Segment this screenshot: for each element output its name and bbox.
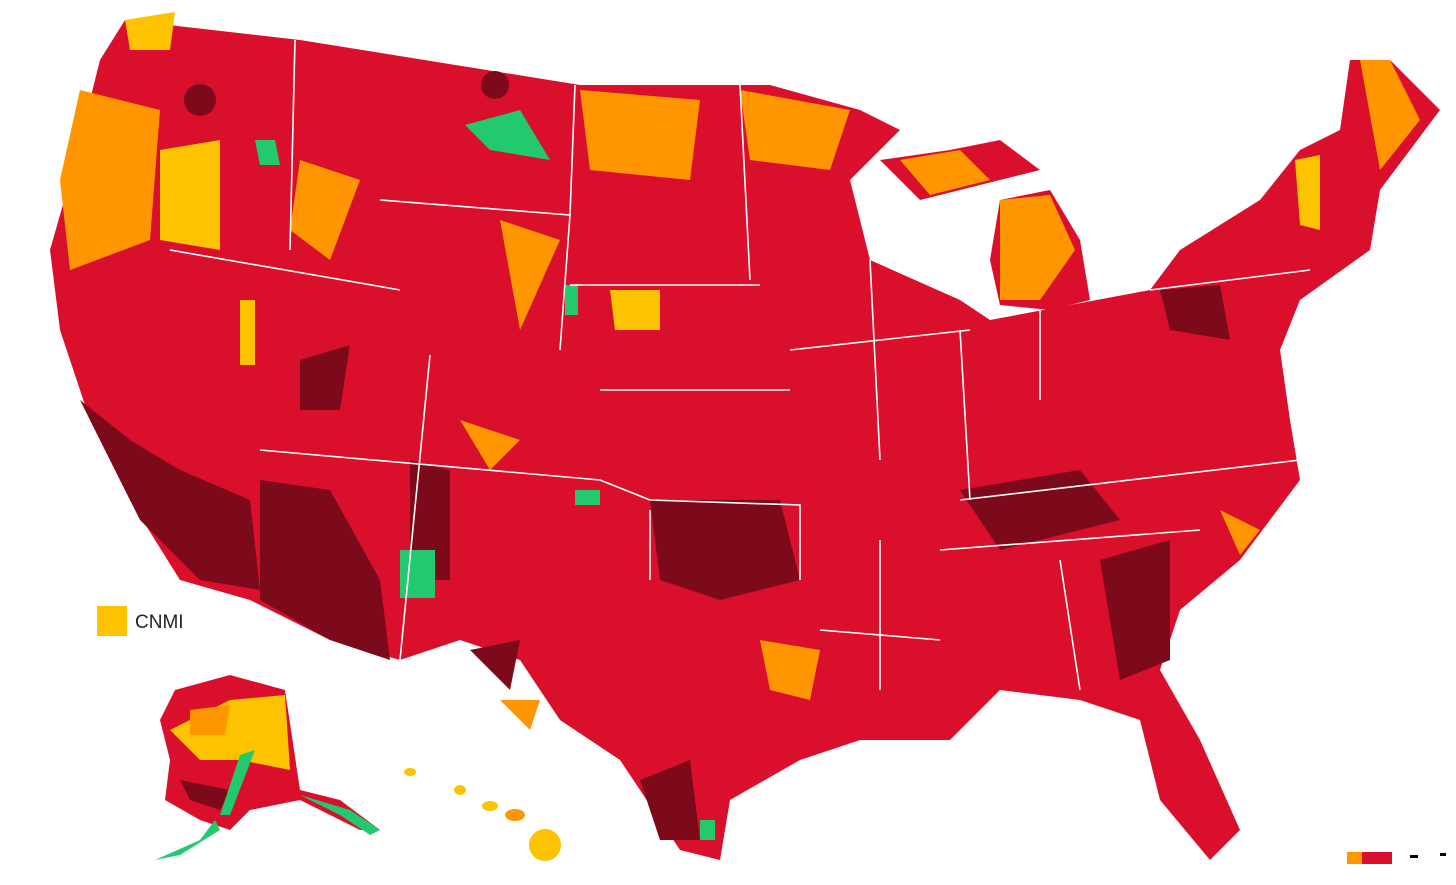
- region: [80, 400, 260, 590]
- state-borders: [169, 39, 1311, 691]
- island: [404, 768, 416, 776]
- region: [184, 84, 216, 116]
- region: [255, 140, 280, 165]
- island: [1410, 855, 1418, 858]
- region: [1360, 60, 1420, 170]
- region: [481, 71, 509, 99]
- puerto-rico: [1347, 852, 1446, 864]
- region: [760, 640, 820, 700]
- region: [1295, 155, 1320, 230]
- green-regions: [255, 110, 715, 840]
- contiguous-us: [50, 12, 1440, 860]
- region: [300, 345, 350, 410]
- island: [454, 785, 466, 795]
- region: [460, 420, 520, 470]
- yellow-regions: [125, 12, 1320, 365]
- legend-label: CNMI: [135, 612, 184, 633]
- region: [260, 480, 390, 660]
- island: [482, 801, 498, 811]
- land: [50, 20, 1440, 860]
- region: [580, 90, 700, 180]
- island: [1440, 853, 1446, 856]
- region: [125, 12, 175, 50]
- border: [169, 39, 1311, 691]
- region: [640, 760, 700, 840]
- alaska: [155, 675, 380, 860]
- region: [400, 550, 435, 598]
- region: [60, 90, 160, 270]
- region: [700, 820, 715, 840]
- region: [300, 795, 380, 835]
- region: [240, 300, 255, 365]
- dark-regions: [80, 71, 1230, 840]
- region: [1220, 510, 1260, 555]
- region: [170, 695, 290, 770]
- region: [740, 90, 850, 170]
- island: [529, 829, 561, 861]
- region: [1000, 195, 1075, 300]
- region: [160, 140, 220, 250]
- region: [1100, 540, 1170, 680]
- region: [155, 820, 220, 860]
- region: [180, 780, 230, 810]
- region: [575, 490, 600, 505]
- legend-swatch: [97, 606, 127, 636]
- orange-regions: [60, 60, 1420, 730]
- region: [960, 470, 1120, 550]
- region: [465, 110, 550, 160]
- legend: CNMI: [97, 606, 184, 636]
- region: [470, 640, 520, 690]
- island: [1347, 852, 1362, 864]
- region: [190, 705, 230, 735]
- island: [505, 809, 525, 821]
- region: [500, 220, 560, 330]
- region: [565, 285, 578, 315]
- region: [650, 500, 800, 600]
- region: [610, 290, 660, 330]
- region: [220, 750, 255, 815]
- hawaii: [404, 768, 561, 861]
- region: [500, 700, 540, 730]
- region: [900, 150, 990, 195]
- region: [290, 160, 360, 260]
- region: [1160, 285, 1230, 340]
